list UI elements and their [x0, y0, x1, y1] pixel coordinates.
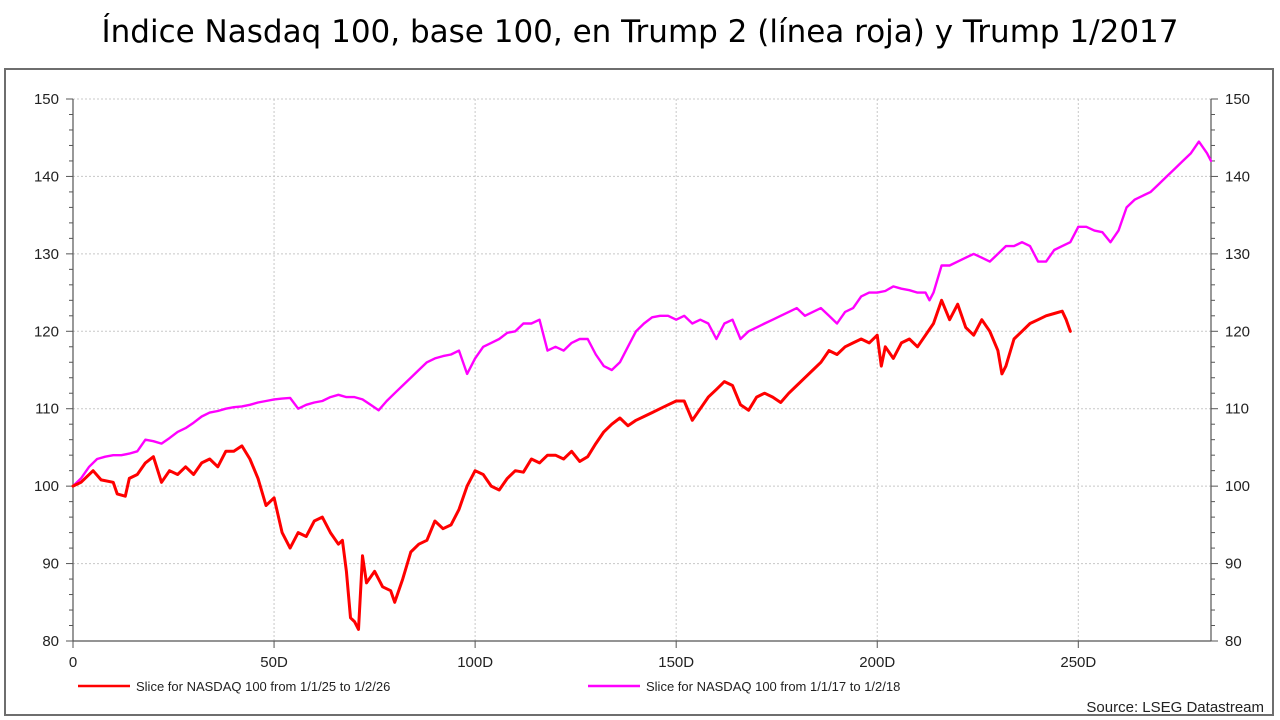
y-tick-label-left: 140 [34, 168, 59, 185]
y-tick-label-left: 130 [34, 246, 59, 263]
tick-labels: 80 80 90 90 100 100 110 110 120 120 130 130 140 140 15… [34, 91, 1250, 671]
y-tick-label-left: 110 [35, 401, 59, 418]
y-tick-label-right: 140 [1225, 168, 1250, 185]
legend-label: Slice for NASDAQ 100 from 1/1/25 to 1/2/… [136, 679, 390, 694]
y-tick-label-right: 150 [1225, 91, 1250, 108]
x-tick-label: 100D [457, 654, 493, 671]
x-tick-label: 50D [260, 654, 288, 671]
page-title: Índice Nasdaq 100, base 100, en Trump 2 … [101, 14, 1179, 50]
source-credit: Source: LSEG Datastream [1086, 699, 1264, 716]
series-line-2017 [71, 140, 1213, 488]
axes [72, 99, 1212, 642]
series-lines [71, 140, 1213, 631]
y-tick-label-left: 80 [42, 633, 59, 650]
y-tick-label-left: 150 [34, 91, 59, 108]
y-tick-label-left: 90 [42, 556, 59, 573]
y-tick-label-left: 100 [34, 478, 59, 495]
x-tick-label: 250D [1060, 654, 1096, 671]
y-tick-label-right: 80 [1225, 633, 1242, 650]
y-tick-label-right: 120 [1225, 323, 1250, 340]
x-tick-label: 200D [859, 654, 895, 671]
x-tick-label: 0 [69, 654, 77, 671]
x-tick-label: 150D [658, 654, 694, 671]
y-tick-label-right: 90 [1225, 556, 1242, 573]
y-tick-label-right: 110 [1225, 401, 1249, 418]
y-tick-label-left: 120 [34, 323, 59, 340]
chart-frame [4, 68, 1274, 716]
y-tick-label-right: 130 [1225, 246, 1250, 263]
grid-lines [73, 98, 1211, 641]
tick-marks [66, 98, 1218, 648]
y-tick-label-right: 100 [1225, 478, 1250, 495]
legend-label: Slice for NASDAQ 100 from 1/1/17 to 1/2/… [646, 679, 900, 694]
legend: Slice for NASDAQ 100 from 1/1/25 to 1/2/… [78, 679, 900, 694]
series-line-2025 [71, 298, 1072, 631]
